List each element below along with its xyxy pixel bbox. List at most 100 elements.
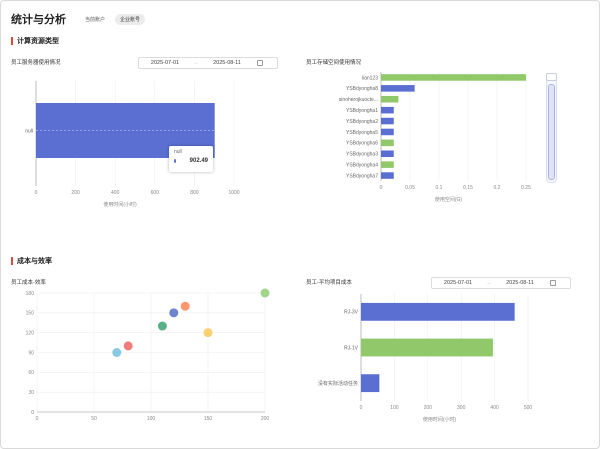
x-tick-label: 200	[261, 416, 270, 422]
chart-zoom-slider[interactable]	[546, 73, 557, 183]
bar	[381, 128, 394, 136]
bar	[381, 150, 394, 158]
y-tick-label: YSBdyongha7	[346, 173, 378, 179]
x-tick-label: 400	[490, 405, 499, 411]
zoom-slider-handle[interactable]	[546, 73, 557, 81]
zoom-slider-thumb[interactable]	[548, 84, 555, 180]
scatter-point	[157, 321, 167, 331]
y-tick-label: YSBdyongha8	[346, 86, 378, 92]
x-tick-label: 0	[36, 416, 39, 422]
x-tick-label: 150	[204, 416, 213, 422]
x-tick-label: 50	[91, 416, 97, 422]
storage-usage-title: 员工存储空间使用情况	[306, 60, 362, 66]
x-tick-label: 0	[35, 190, 38, 196]
scatter-point	[123, 341, 133, 351]
x-tick-label: 0.1	[436, 185, 443, 191]
x-tick-label: 1000	[228, 190, 239, 196]
x-tick-label: 200	[71, 190, 80, 196]
section-cost-title: 成本与效率	[17, 258, 52, 265]
calendar-icon[interactable]	[550, 280, 556, 286]
date-end[interactable]: 2025-08-11	[506, 280, 534, 286]
y-tick-label: 180	[26, 291, 35, 297]
x-tick-label: 0	[360, 405, 363, 411]
calendar-icon[interactable]	[257, 60, 263, 66]
scatter-point	[260, 288, 270, 298]
x-axis-label: 使用时间(小时)	[103, 201, 137, 208]
storage-usage-chart: 0 0.05 0.1 0.15 0.2 0.25 lian123 YSBdyongha8 sin…	[339, 72, 531, 203]
y-tick-label: lian123	[362, 75, 378, 81]
avg-cost-date-range[interactable]: 2025-07-01 → 2025-08-11	[431, 277, 571, 289]
section-marker	[11, 257, 13, 265]
y-tick-label: RJ-1V	[344, 345, 359, 351]
tab-current-account[interactable]: 当前账户	[85, 16, 106, 23]
page-header: 统计与分析 当前账户 企业账号	[11, 11, 150, 27]
date-start[interactable]: 2025-07-01	[150, 60, 180, 66]
scatter-point	[203, 328, 213, 338]
date-start[interactable]: 2025-07-01	[443, 280, 473, 286]
scatter-point	[112, 348, 122, 357]
tooltip-value: 902.49	[189, 158, 208, 164]
y-tick-label: 150	[26, 311, 35, 317]
x-tick-label: 0	[380, 185, 383, 191]
page-title: 统计与分析	[11, 14, 66, 26]
section-compute: 计算资源类型	[11, 36, 59, 46]
x-tick-label: 0.2	[494, 185, 501, 191]
y-tick-label: 没有实际活动任务	[318, 380, 358, 387]
x-tick-label: 0.15	[463, 185, 473, 191]
x-tick-label: 0.05	[405, 185, 415, 191]
bar	[381, 74, 526, 81]
avg-cost-chart: 0 100 200 300 400 500 RJ-3V RJ-1V 没有实际活动任务使用时间(小…	[318, 294, 533, 423]
date-end[interactable]: 2025-08-11	[213, 60, 241, 66]
bar	[381, 85, 415, 92]
y-tick-label: 0	[31, 410, 34, 416]
y-tick-label: YSBdyongha4	[346, 162, 378, 168]
server-usage-date-range[interactable]: 2025-07-01 → 2025-08-11	[138, 57, 278, 69]
server-usage-title: 员工服务器使用情况	[11, 60, 61, 66]
cost-efficiency-chart: 0 50 100 150 200 0 30 60 90 120 150 180	[26, 288, 270, 422]
bar	[381, 172, 394, 179]
x-tick-label: 600	[151, 190, 160, 196]
tooltip-label: null	[174, 149, 182, 155]
y-tick-label: 120	[26, 330, 35, 336]
bar	[361, 338, 493, 357]
x-tick-label: 300	[457, 405, 466, 411]
bar	[381, 161, 394, 168]
scatter-point	[180, 301, 190, 311]
date-separator: →	[486, 280, 492, 286]
section-compute-title: 计算资源类型	[17, 38, 59, 45]
y-tick-label: 90	[28, 350, 34, 356]
y-tick-label: null	[25, 129, 33, 135]
x-axis-label: 使用空间(G)	[435, 196, 463, 203]
x-tick-label: 500	[524, 405, 533, 411]
tooltip-series-dot	[174, 159, 176, 163]
tab-enterprise-account[interactable]: 企业账号	[115, 13, 146, 25]
y-tick-label: 30	[28, 390, 34, 396]
y-tick-label: sinoherojkuocte...	[339, 97, 378, 103]
bar	[361, 302, 515, 321]
y-tick-label: YSBdyongha6	[346, 141, 378, 147]
x-tick-label: 0.25	[521, 185, 531, 191]
section-cost: 成本与效率	[11, 256, 52, 266]
y-tick-label: YSBdyongha5	[346, 130, 378, 136]
cost-efficiency-title: 员工成本-效率	[11, 280, 46, 286]
bar	[381, 139, 394, 147]
scatter-point	[169, 308, 179, 318]
x-tick-label: 100	[147, 416, 156, 422]
server-usage-chart: 0 200 400 600 800 1000 null 使用时间(小时)	[25, 81, 240, 208]
avg-cost-title: 员工-平均项目成本	[306, 280, 352, 286]
y-tick-label: 60	[28, 370, 34, 376]
chart-tooltip: null 902.49	[169, 146, 213, 172]
date-separator: →	[193, 60, 199, 66]
bar	[381, 117, 394, 125]
y-tick-label: YSBdyongha1	[346, 108, 378, 114]
bar	[381, 95, 399, 103]
y-tick-label: RJ-3V	[344, 310, 359, 316]
section-marker	[11, 37, 13, 45]
y-tick-label: YSBdyongha2	[346, 119, 378, 125]
y-tick-label: YSBdyongha3	[346, 152, 378, 158]
bar	[361, 374, 380, 393]
x-tick-label: 100	[390, 405, 399, 411]
x-tick-label: 800	[190, 190, 199, 196]
x-tick-label: 400	[111, 190, 120, 196]
